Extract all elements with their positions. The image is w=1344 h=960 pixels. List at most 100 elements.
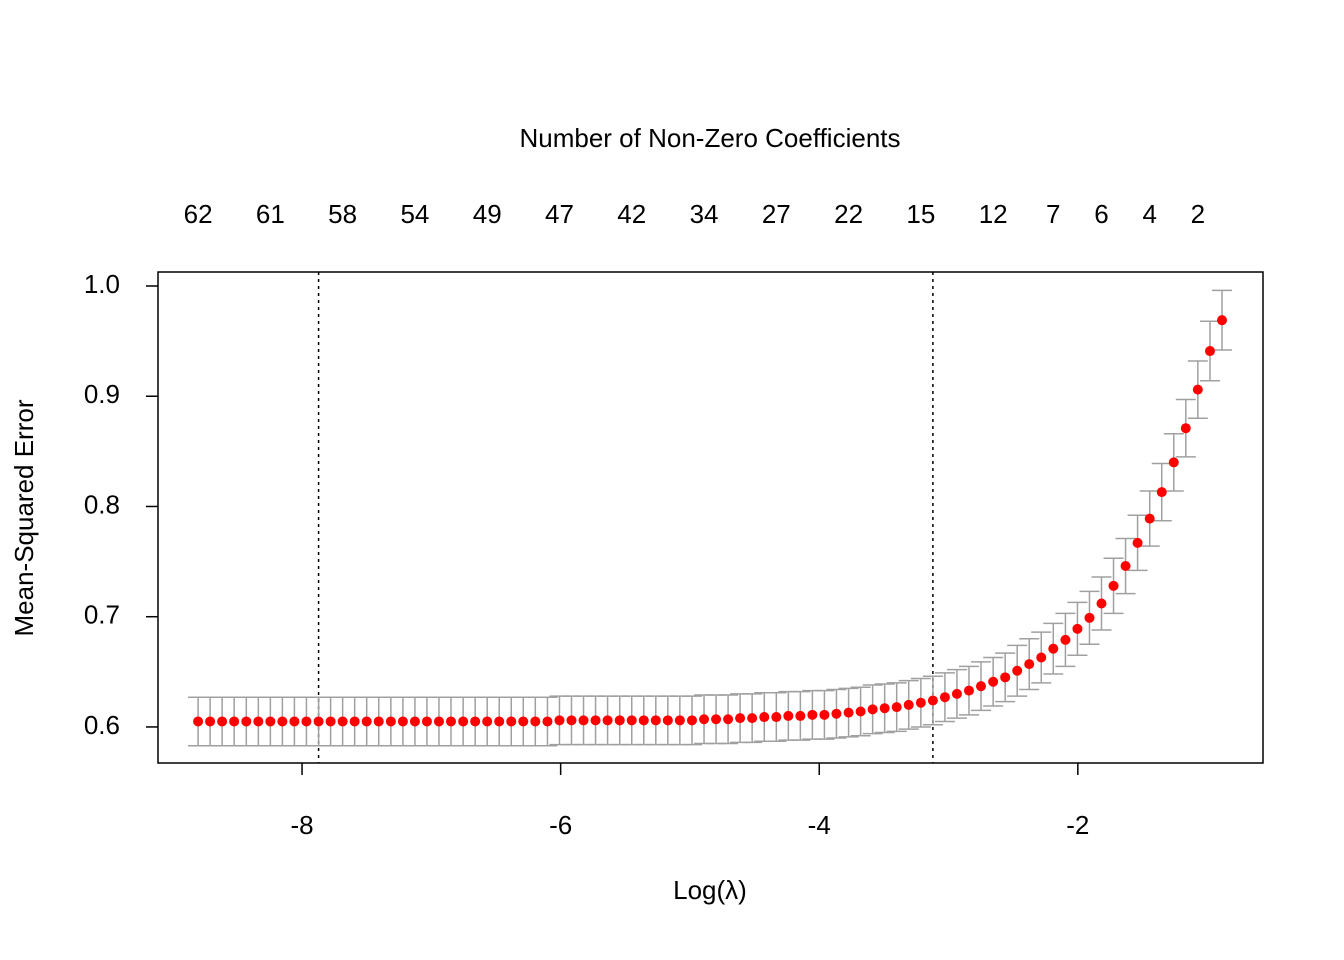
top-tick-label: 15 [906, 199, 935, 229]
point [759, 712, 770, 723]
point [867, 704, 878, 715]
point [265, 716, 276, 727]
point [361, 716, 372, 727]
x-axis-label: Log(λ) [673, 875, 747, 905]
point [915, 697, 926, 708]
point [747, 713, 758, 724]
top-tick-label: 42 [617, 199, 646, 229]
y-tick-label: 0.7 [84, 600, 120, 630]
top-tick-label: 27 [762, 199, 791, 229]
point [241, 716, 252, 727]
point [771, 712, 782, 723]
y-tick-label: 0.8 [84, 489, 120, 519]
point [626, 715, 637, 726]
point [289, 716, 300, 727]
point [723, 714, 734, 725]
point [807, 709, 818, 720]
point [409, 716, 420, 727]
top-tick-label: 49 [473, 199, 502, 229]
x-tick-label: -8 [290, 810, 313, 840]
top-tick-label: 34 [690, 199, 719, 229]
point [590, 715, 601, 726]
point [699, 714, 710, 725]
point [385, 716, 396, 727]
point [602, 715, 613, 726]
point [951, 688, 962, 699]
point [229, 716, 240, 727]
point [662, 715, 673, 726]
point [1132, 537, 1143, 548]
point [313, 716, 324, 727]
point [735, 713, 746, 724]
point [253, 716, 264, 727]
point [1024, 659, 1035, 670]
point [325, 716, 336, 727]
y-tick-label: 0.9 [84, 379, 120, 409]
point [1096, 598, 1107, 609]
point [1000, 672, 1011, 683]
top-tick-label: 12 [979, 199, 1008, 229]
point [1060, 634, 1071, 645]
point [337, 716, 348, 727]
top-tick-label: 58 [328, 199, 357, 229]
point [542, 716, 553, 727]
point [421, 716, 432, 727]
point [277, 716, 288, 727]
point [988, 676, 999, 687]
top-tick-label: 54 [400, 199, 429, 229]
point [975, 681, 986, 692]
point [891, 702, 902, 713]
point [554, 715, 565, 726]
point [1036, 652, 1047, 663]
top-tick-label: 47 [545, 199, 574, 229]
top-tick-label: 6 [1094, 199, 1108, 229]
x-tick-label: -6 [549, 810, 572, 840]
point [711, 714, 722, 725]
y-axis-label: Mean-Squared Error [9, 399, 39, 636]
point [1204, 346, 1215, 357]
point [1217, 315, 1228, 326]
point [397, 716, 408, 727]
point [903, 699, 914, 710]
top-tick-label: 7 [1046, 199, 1060, 229]
point [566, 715, 577, 726]
top-tick-label: 62 [184, 199, 213, 229]
point [445, 716, 456, 727]
point [1084, 612, 1095, 623]
point [650, 715, 661, 726]
point [819, 709, 830, 720]
point [855, 706, 866, 717]
point [1192, 384, 1203, 395]
top-tick-label: 22 [834, 199, 863, 229]
point [1180, 423, 1191, 434]
point [687, 715, 698, 726]
point [373, 716, 384, 727]
point [795, 710, 806, 721]
y-tick-label: 1.0 [84, 269, 120, 299]
point [674, 715, 685, 726]
point [1072, 623, 1083, 634]
point [1156, 487, 1167, 498]
point [1108, 580, 1119, 591]
point [506, 716, 517, 727]
point [193, 716, 204, 727]
point [879, 703, 890, 714]
x-tick-label: -4 [808, 810, 831, 840]
point [482, 716, 493, 727]
point [470, 716, 481, 727]
point [349, 716, 360, 727]
top-tick-label: 2 [1191, 199, 1205, 229]
point [205, 716, 216, 727]
point [939, 692, 950, 703]
point [1048, 643, 1059, 654]
point [1168, 457, 1179, 468]
point [1120, 561, 1131, 572]
point [301, 716, 312, 727]
point [433, 716, 444, 727]
point [518, 716, 529, 727]
top-tick-label: 4 [1142, 199, 1156, 229]
y-tick-label: 0.6 [84, 710, 120, 740]
chart-title: Number of Non-Zero Coefficients [519, 123, 900, 153]
point [783, 710, 794, 721]
